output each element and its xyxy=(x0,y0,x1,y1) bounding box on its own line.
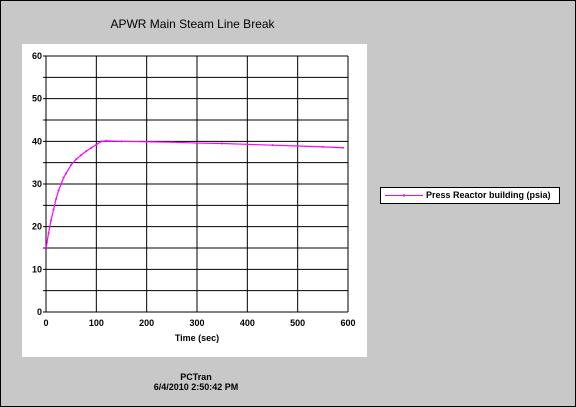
series-point xyxy=(221,142,224,145)
series-point xyxy=(52,208,55,211)
series-point xyxy=(105,139,108,142)
y-tick-label: 10 xyxy=(32,264,42,274)
series-point xyxy=(47,232,50,235)
series-point xyxy=(271,144,274,147)
series-point xyxy=(321,145,324,148)
series-point xyxy=(70,163,73,166)
series-point xyxy=(170,141,173,144)
series-point xyxy=(100,140,103,143)
plot-panel xyxy=(22,44,367,357)
series-point xyxy=(75,158,78,161)
legend: Press Reactor building (psia) xyxy=(380,187,560,204)
y-tick-label: 20 xyxy=(32,222,42,232)
x-tick-label: 200 xyxy=(139,318,154,328)
y-tick-label: 0 xyxy=(37,307,42,317)
x-tick-label: 100 xyxy=(89,318,104,328)
x-tick-label: 0 xyxy=(43,318,48,328)
series-point xyxy=(341,146,344,149)
x-axis-label: Time (sec) xyxy=(175,333,219,343)
footer-app-name: PCTran xyxy=(180,372,212,382)
x-tick-label: 300 xyxy=(189,318,204,328)
series-point xyxy=(50,219,53,222)
series-point xyxy=(80,153,83,156)
legend-label: Press Reactor building (psia) xyxy=(426,190,551,200)
series-point xyxy=(60,183,63,185)
footer-timestamp: 6/4/2010 2:50:42 PM xyxy=(153,382,239,392)
series-point xyxy=(85,150,88,153)
series-point xyxy=(120,140,123,143)
legend-swatch xyxy=(385,194,423,197)
chart-title: APWR Main Steam Line Break xyxy=(110,17,275,31)
series-point xyxy=(45,248,47,251)
x-tick-label: 600 xyxy=(340,318,355,328)
y-tick-label: 40 xyxy=(32,136,42,146)
series-point xyxy=(90,146,93,149)
y-tick-label: 50 xyxy=(32,94,42,104)
series-point xyxy=(196,142,198,145)
x-tick-label: 500 xyxy=(290,318,305,328)
series-point xyxy=(65,172,68,175)
series-point xyxy=(95,143,98,146)
series-point xyxy=(145,140,148,143)
series-point xyxy=(296,145,299,148)
series-point xyxy=(246,143,249,146)
x-tick-label: 400 xyxy=(240,318,255,328)
series-point xyxy=(57,189,60,192)
series-point xyxy=(55,197,58,200)
y-tick-label: 30 xyxy=(32,179,42,189)
series-line xyxy=(45,140,343,250)
y-tick-label: 60 xyxy=(32,51,42,61)
series-point xyxy=(62,176,65,179)
